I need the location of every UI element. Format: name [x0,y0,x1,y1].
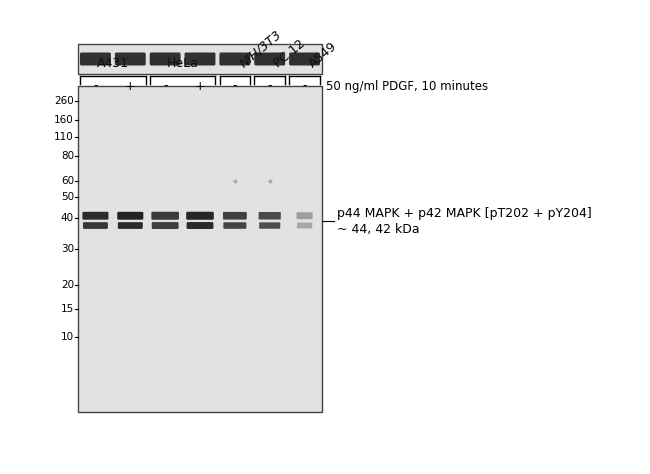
Text: A431: A431 [97,57,129,70]
Text: HeLa: HeLa [166,57,198,70]
Text: PC 12: PC 12 [272,37,307,70]
FancyBboxPatch shape [185,53,215,65]
FancyBboxPatch shape [259,222,280,229]
Text: +: + [195,80,205,92]
Text: 30: 30 [61,244,74,254]
Text: 80: 80 [61,151,74,161]
Text: 110: 110 [54,131,74,142]
Text: ~ 44, 42 kDa: ~ 44, 42 kDa [337,223,420,236]
Text: -: - [302,80,307,92]
Text: 160: 160 [54,115,74,125]
FancyBboxPatch shape [254,53,285,65]
Text: -: - [233,80,237,92]
Text: 60: 60 [61,175,74,185]
Text: 50 ng/ml PDGF, 10 minutes: 50 ng/ml PDGF, 10 minutes [326,80,488,92]
FancyBboxPatch shape [224,222,246,229]
Text: NIH/3T3: NIH/3T3 [237,27,284,70]
Text: -: - [163,80,168,92]
FancyBboxPatch shape [289,53,320,65]
FancyBboxPatch shape [115,53,146,65]
Text: A549: A549 [307,39,340,70]
Text: p44 MAPK + p42 MAPK [pT202 + pY204]: p44 MAPK + p42 MAPK [pT202 + pY204] [337,207,592,220]
Bar [78,86,322,412]
Text: 50: 50 [61,192,74,202]
FancyBboxPatch shape [83,212,109,219]
FancyBboxPatch shape [223,212,247,219]
Text: -: - [93,80,98,92]
FancyBboxPatch shape [117,212,143,219]
Text: 40: 40 [61,213,74,223]
Text: +: + [125,80,136,92]
Text: 10: 10 [61,332,74,342]
FancyBboxPatch shape [296,212,313,219]
FancyBboxPatch shape [151,222,179,229]
FancyBboxPatch shape [186,212,214,220]
Text: 15: 15 [60,304,74,314]
Text: -: - [267,80,272,92]
FancyBboxPatch shape [259,212,281,219]
FancyBboxPatch shape [220,53,250,65]
FancyBboxPatch shape [151,212,179,220]
FancyBboxPatch shape [150,53,181,65]
Text: 20: 20 [61,280,74,290]
Bar [78,44,322,74]
FancyBboxPatch shape [80,53,111,65]
FancyBboxPatch shape [118,222,143,229]
Text: 260: 260 [54,96,74,106]
FancyBboxPatch shape [297,223,312,228]
FancyBboxPatch shape [83,222,108,229]
FancyBboxPatch shape [187,222,213,229]
